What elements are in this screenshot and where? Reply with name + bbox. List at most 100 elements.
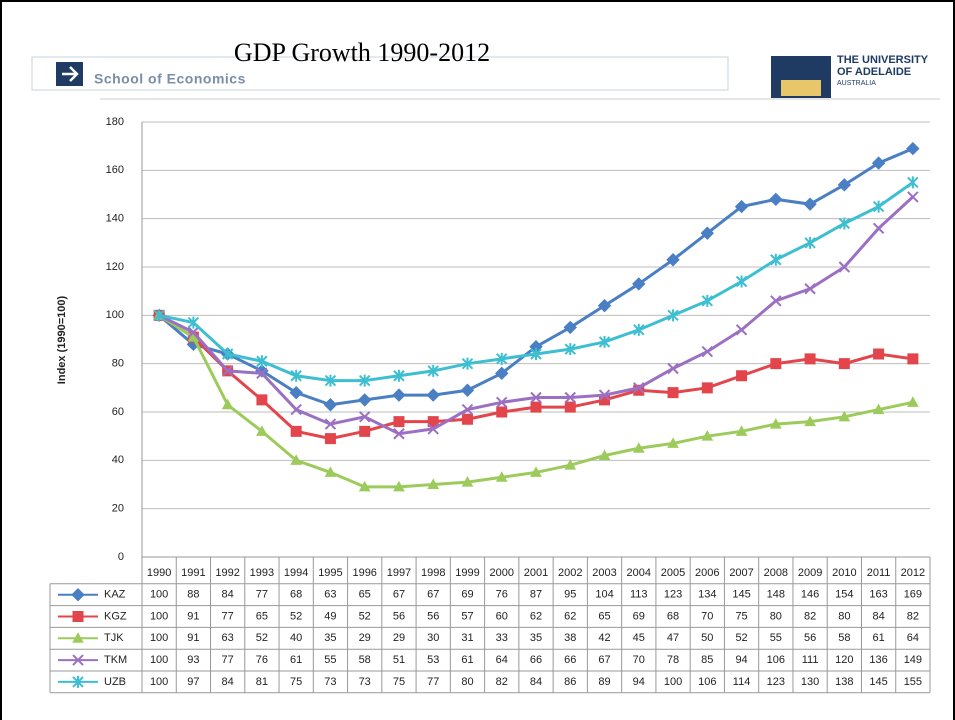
legend-marker <box>72 675 84 688</box>
data-point <box>667 362 679 375</box>
data-point <box>907 396 919 407</box>
table-value: 61 <box>461 654 473 666</box>
table-value: 81 <box>256 676 268 688</box>
table-value: 38 <box>564 632 576 644</box>
data-point <box>598 335 611 348</box>
data-point <box>872 403 885 415</box>
table-value: 52 <box>256 632 268 644</box>
data-point <box>358 374 371 387</box>
table-value: 58 <box>838 632 850 644</box>
data-point <box>256 394 268 406</box>
table-value: 62 <box>530 610 542 622</box>
data-point <box>871 156 886 170</box>
data-point <box>460 383 475 397</box>
data-point <box>838 358 850 370</box>
table-value: 69 <box>633 610 645 622</box>
table-value: 145 <box>732 589 750 601</box>
header-box <box>31 56 729 91</box>
x-tick-label: 1998 <box>421 567 445 579</box>
data-point <box>735 275 748 288</box>
table-value: 84 <box>872 610 884 622</box>
data-point <box>770 253 782 266</box>
data-point <box>804 283 816 295</box>
x-tick-label: 1990 <box>147 567 171 579</box>
legend-label: TJK <box>104 632 124 644</box>
table-value: 35 <box>324 632 336 644</box>
data-point <box>324 374 337 387</box>
table-value: 163 <box>869 589 887 601</box>
data-point <box>598 449 611 460</box>
table-value: 138 <box>835 676 853 688</box>
table-value: 66 <box>530 654 542 666</box>
data-point <box>872 200 885 213</box>
x-tick-label: 2008 <box>764 567 788 579</box>
data-point <box>530 401 542 413</box>
y-tick-label: 40 <box>112 454 124 466</box>
y-axis-label: Index (1990=100) <box>56 295 68 384</box>
y-tick-label: 180 <box>106 116 124 128</box>
data-point <box>358 480 371 492</box>
table-value: 75 <box>290 676 302 688</box>
x-tick-label: 1994 <box>284 567 308 579</box>
table-value: 58 <box>359 654 371 666</box>
table-value: 113 <box>630 589 648 601</box>
data-point <box>221 365 234 377</box>
table-value: 40 <box>290 632 302 644</box>
table-value: 42 <box>598 632 610 644</box>
table-value: 145 <box>869 676 887 688</box>
data-point <box>187 316 200 329</box>
data-point <box>770 295 782 307</box>
table-value: 80 <box>838 610 850 622</box>
table-value: 87 <box>530 589 542 601</box>
y-tick-label: 160 <box>106 164 124 176</box>
data-point <box>427 478 440 489</box>
data-point <box>256 355 268 368</box>
data-point <box>564 459 577 470</box>
data-point <box>632 442 645 453</box>
table-value: 75 <box>735 610 747 622</box>
table-value: 65 <box>256 610 268 622</box>
data-point <box>357 393 372 407</box>
data-point <box>461 357 474 370</box>
table-value: 100 <box>664 676 682 688</box>
table-value: 52 <box>359 610 371 622</box>
data-point <box>256 425 268 436</box>
data-point <box>597 298 612 313</box>
y-tick-label: 140 <box>106 213 124 225</box>
logo-text: THE UNIVERSITY <box>837 54 929 66</box>
table-value: 77 <box>222 654 234 666</box>
data-point <box>701 345 714 358</box>
table-value: 106 <box>698 676 716 688</box>
data-point <box>734 199 749 214</box>
data-point <box>530 348 542 360</box>
data-point <box>735 324 748 336</box>
table-value: 84 <box>530 676 542 688</box>
table-value: 64 <box>907 632 919 644</box>
data-point <box>496 396 508 409</box>
table-value: 63 <box>324 589 336 601</box>
table-value: 62 <box>564 610 576 622</box>
data-point <box>290 425 302 437</box>
data-point <box>564 343 576 356</box>
logo-text: OF ADELAIDE <box>837 66 911 78</box>
data-point <box>907 176 919 189</box>
data-point <box>496 352 508 365</box>
x-tick-label: 2011 <box>867 567 891 579</box>
table-value: 89 <box>598 676 610 688</box>
table-value: 93 <box>187 654 199 666</box>
table-value: 114 <box>733 676 751 688</box>
table-value: 56 <box>393 610 405 622</box>
table-value: 73 <box>324 676 336 688</box>
table-value: 85 <box>701 654 713 666</box>
x-tick-label: 2012 <box>901 567 925 579</box>
table-value: 29 <box>359 632 371 644</box>
data-point <box>289 385 303 400</box>
table-value: 52 <box>290 610 302 622</box>
logo-text: AUSTRALIA <box>837 80 876 87</box>
table-value: 82 <box>907 610 919 622</box>
table-value: 146 <box>801 589 819 601</box>
table-value: 82 <box>496 676 508 688</box>
table-value: 77 <box>222 610 234 622</box>
table-value: 70 <box>701 610 713 622</box>
